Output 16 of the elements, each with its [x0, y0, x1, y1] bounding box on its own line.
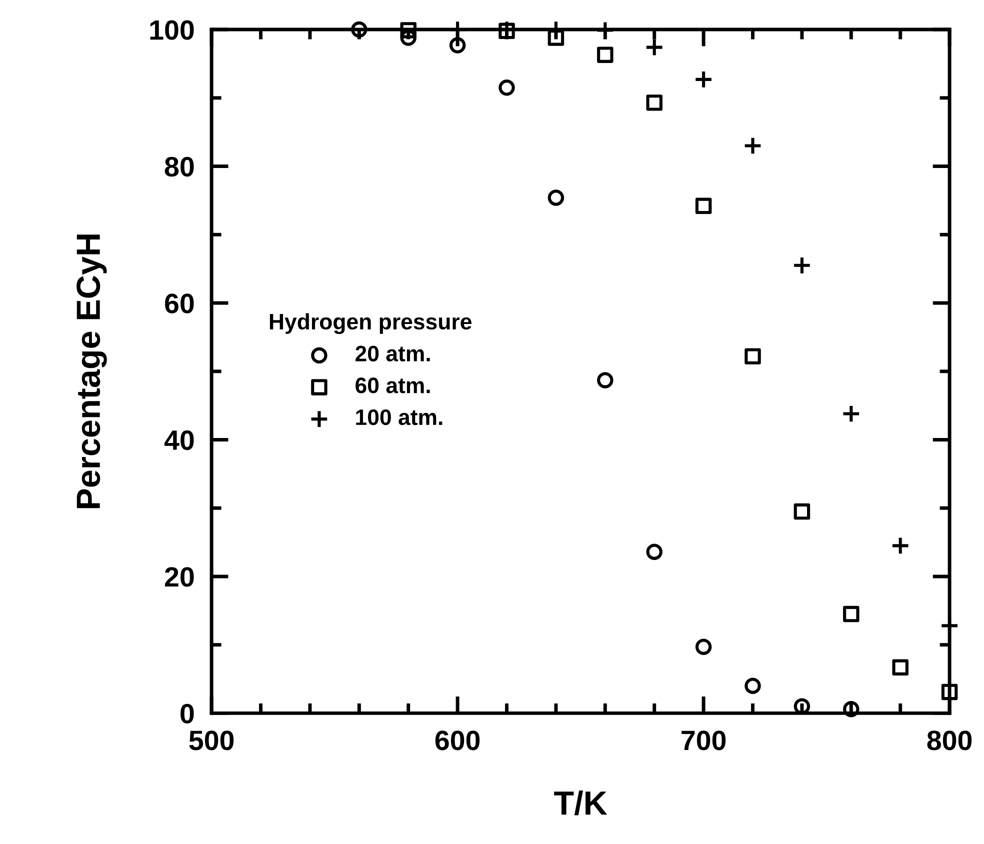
- y-axis-title: Percentage ECyH: [76, 234, 107, 508]
- legend-title: Hydrogen pressure: [270, 313, 472, 334]
- y-tick-label: 40: [164, 430, 194, 450]
- y-tick-label: 100: [150, 20, 194, 40]
- legend-label: 20 atm.: [356, 346, 430, 362]
- x-tick-label: 800: [927, 730, 972, 750]
- x-tick-label: 700: [682, 730, 726, 750]
- y-tick-label: 80: [164, 156, 194, 177]
- y-tick-label: 0: [180, 704, 194, 724]
- y-tick-label: 60: [165, 294, 194, 314]
- legend-label: 100 atm.: [356, 409, 442, 426]
- y-tick-label: 20: [164, 567, 194, 587]
- x-tick-label: 600: [435, 730, 480, 750]
- legend-label: 60 atm.: [356, 378, 430, 394]
- x-tick-label: 500: [189, 730, 234, 750]
- x-axis-title: T/K: [554, 790, 608, 816]
